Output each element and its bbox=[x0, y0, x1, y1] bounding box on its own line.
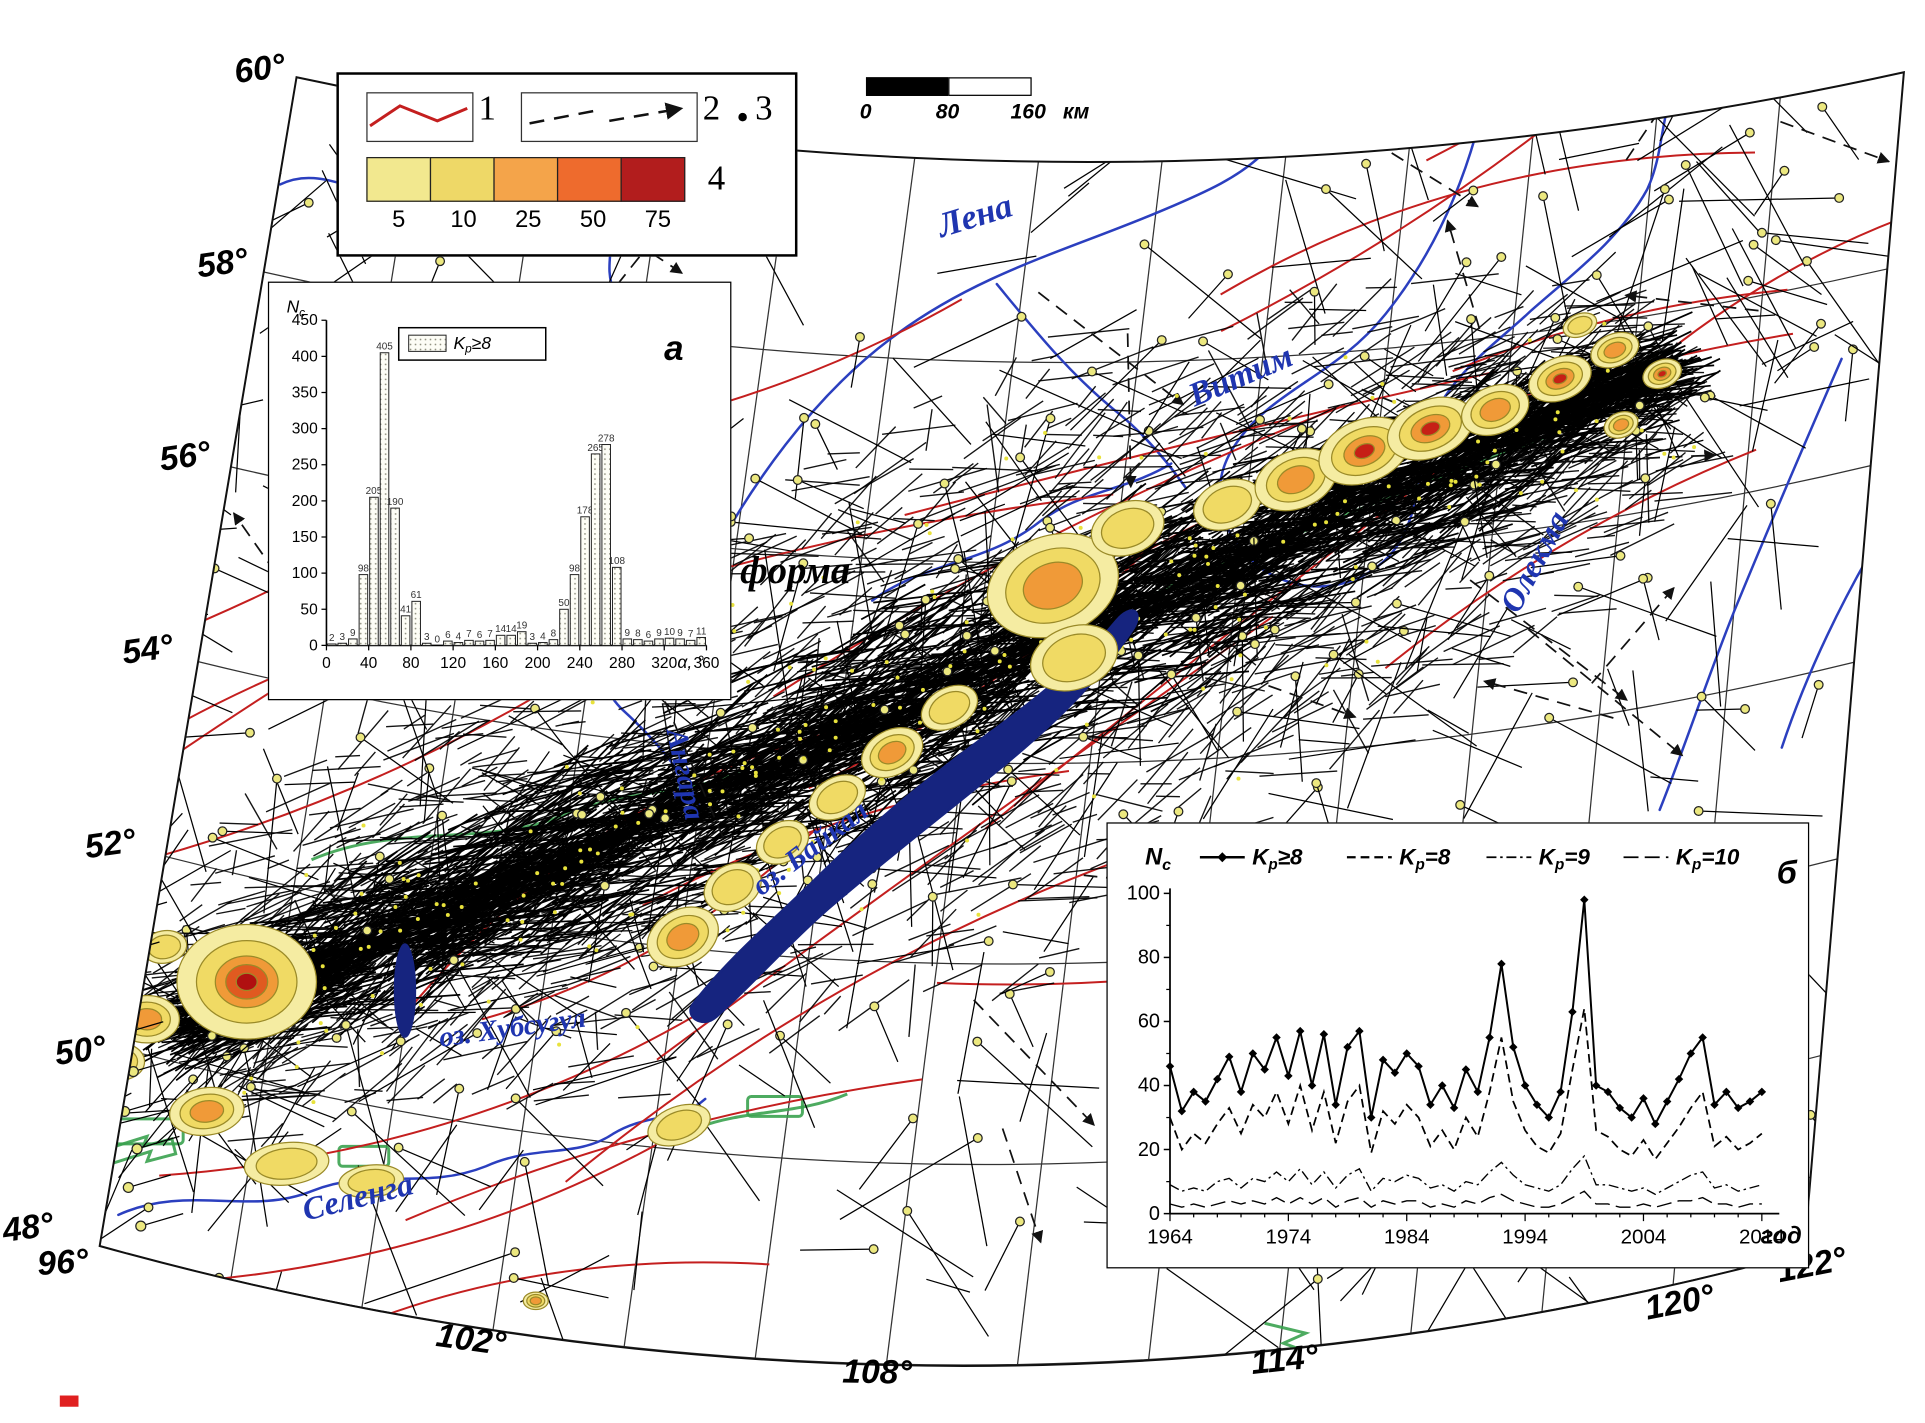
legend-item-4: 4 bbox=[707, 159, 726, 199]
legend-symbol-fault bbox=[366, 92, 474, 143]
density-scale bbox=[366, 156, 686, 202]
lat-label-50: 50° bbox=[52, 1028, 108, 1073]
lat-label-54: 54° bbox=[119, 627, 176, 672]
legend-item-3: 3 bbox=[755, 89, 773, 129]
scalebar-80: 80 bbox=[935, 99, 960, 124]
scale-cell-5 bbox=[366, 156, 432, 202]
lat-label-60: 60° bbox=[231, 46, 288, 91]
lat-label-58: 58° bbox=[194, 240, 251, 285]
scalebar-0: 0 bbox=[859, 99, 872, 124]
legend-symbol-vector bbox=[520, 92, 698, 143]
scale-cell-75 bbox=[620, 156, 686, 202]
scale-cell-10 bbox=[429, 156, 495, 202]
fault-line-icon bbox=[369, 104, 468, 128]
slip-vector-icon bbox=[529, 102, 684, 125]
epicenter-dot-icon bbox=[738, 112, 747, 122]
lon-label-96: 96° bbox=[36, 1241, 90, 1283]
scale-value-25: 25 bbox=[515, 206, 542, 234]
scale-value-5: 5 bbox=[392, 206, 406, 234]
platform-label: форма bbox=[740, 548, 851, 592]
scale-cell-25 bbox=[493, 156, 559, 202]
scalebar-unit: км bbox=[1062, 99, 1090, 124]
legend-item-1: 1 bbox=[478, 89, 496, 129]
inset-a-histogram: 0 50 100 150 200 250 300 350 400 450 0 40 80 120 160 20… bbox=[267, 281, 732, 701]
lon-label-108: 108° bbox=[841, 1352, 913, 1392]
lat-label-56: 56° bbox=[157, 433, 213, 479]
caption-mark bbox=[59, 1395, 79, 1407]
map-legend: 1 2 3 4 5 10 25 50 75 bbox=[336, 72, 798, 257]
scalebar-black-segment bbox=[865, 77, 950, 96]
lon-label-114: 114° bbox=[1249, 1337, 1320, 1382]
scalebar-white-segment bbox=[948, 77, 1032, 96]
legend-item-2: 2 bbox=[702, 89, 721, 129]
lat-label-52: 52° bbox=[82, 821, 138, 866]
inset-b-timeseries: 0 20 40 60 80 100 1964 1974 1984 1994 2004 2014 год N… bbox=[1106, 822, 1810, 1269]
scale-cell-50 bbox=[556, 156, 622, 202]
scale-value-50: 50 bbox=[579, 206, 607, 234]
scalebar-160: 160 bbox=[1010, 99, 1046, 124]
scale-value-75: 75 bbox=[644, 206, 672, 234]
scale-value-10: 10 bbox=[450, 206, 477, 234]
